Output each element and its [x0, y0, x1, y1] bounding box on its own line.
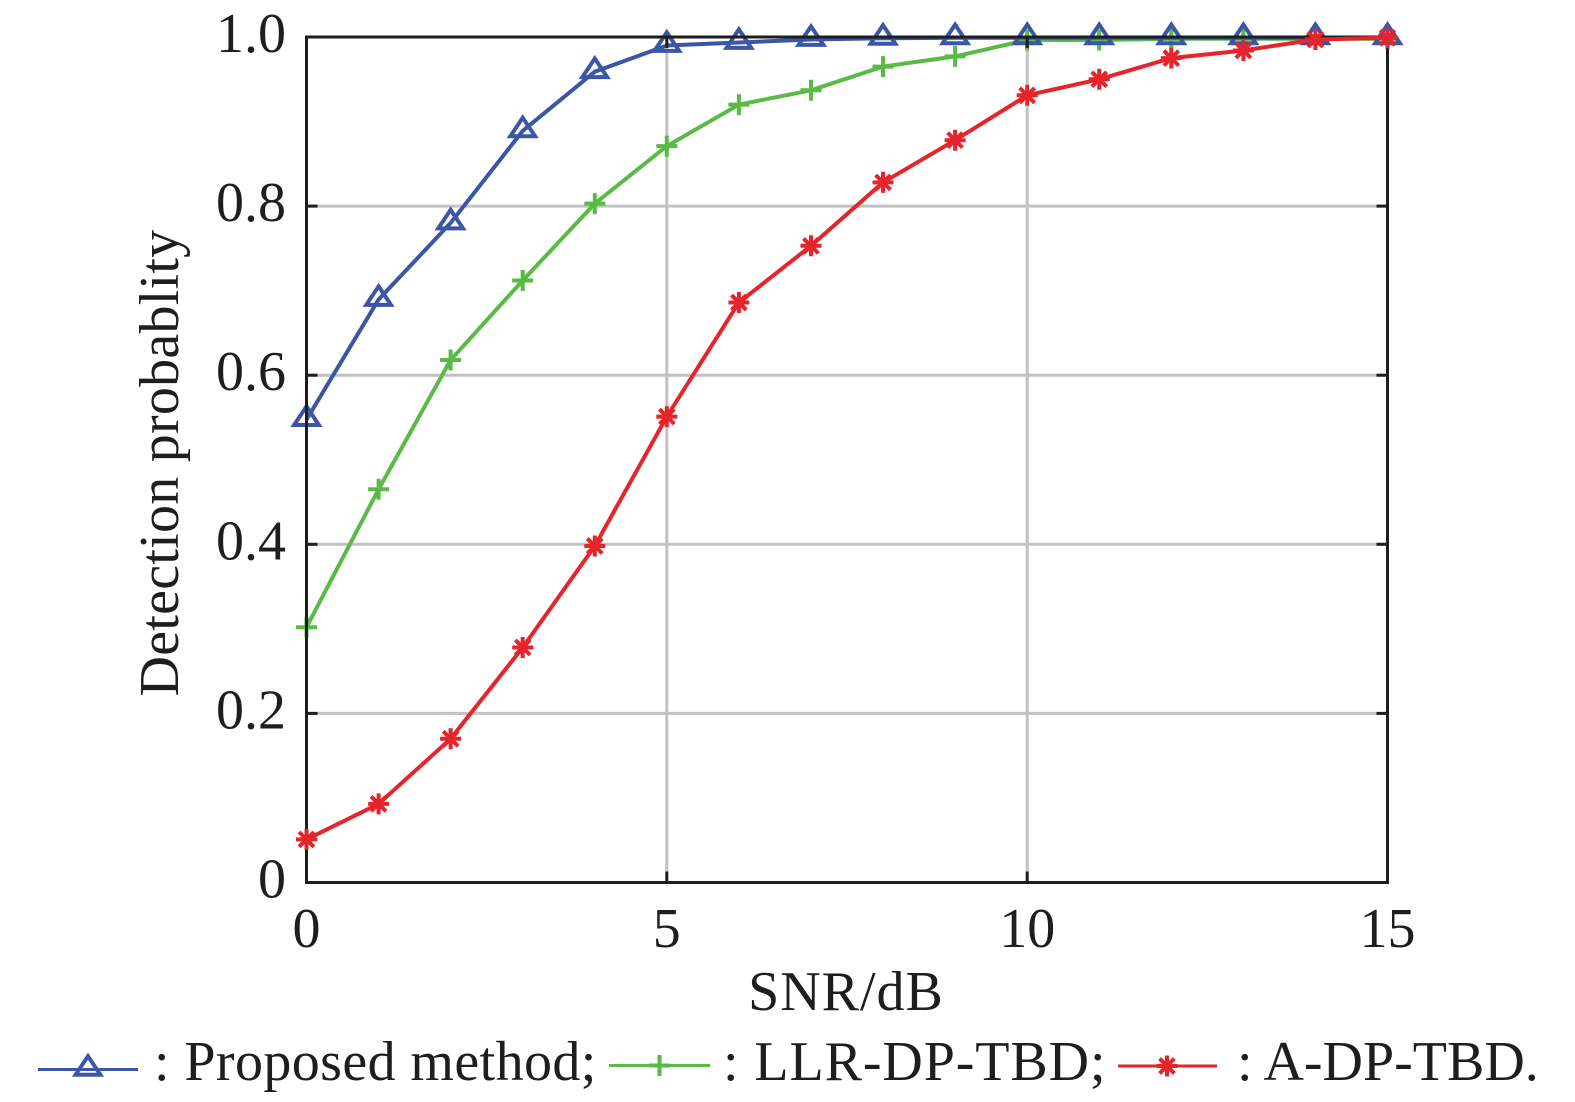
svg-text:0.4: 0.4 [216, 510, 286, 572]
svg-text:0: 0 [258, 849, 286, 911]
svg-text:0.6: 0.6 [216, 341, 286, 403]
svg-text:0.2: 0.2 [216, 679, 286, 741]
svg-text:SNR/dB: SNR/dB [748, 961, 944, 1023]
svg-text:0.8: 0.8 [216, 172, 286, 234]
svg-text:0: 0 [293, 898, 321, 960]
svg-text:Detection probablity: Detection probablity [129, 230, 191, 697]
svg-text:10: 10 [999, 898, 1055, 960]
svg-text:: LLR-DP-TBD;: : LLR-DP-TBD; [723, 1031, 1106, 1093]
svg-text:15: 15 [1360, 898, 1416, 960]
svg-text:: Proposed method;: : Proposed method; [154, 1031, 597, 1093]
svg-text:: A-DP-TBD.: : A-DP-TBD. [1237, 1031, 1539, 1093]
svg-text:1.0: 1.0 [216, 3, 286, 65]
svg-text:5: 5 [653, 898, 681, 960]
